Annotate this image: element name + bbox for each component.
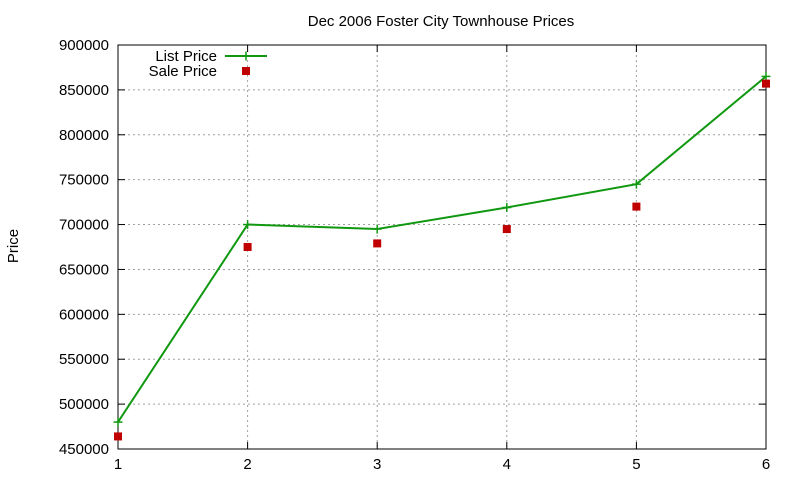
list-price-point bbox=[372, 224, 382, 234]
legend-label-sale-price: Sale Price bbox=[149, 63, 217, 80]
y-tick-label: 800000 bbox=[59, 127, 109, 144]
list-price-line bbox=[117, 75, 767, 423]
sale-price-point bbox=[373, 239, 382, 248]
sale-price-point bbox=[114, 432, 122, 441]
list-price-point bbox=[761, 71, 771, 81]
x-tick-label: 1 bbox=[114, 456, 122, 473]
sale-price-series bbox=[114, 79, 770, 441]
x-tick-label: 3 bbox=[373, 456, 381, 473]
y-tick-label: 850000 bbox=[59, 82, 109, 99]
sale-price-point bbox=[502, 225, 511, 234]
list-price-series bbox=[113, 71, 771, 427]
x-tick-label: 6 bbox=[762, 456, 770, 473]
legend-label-list-price: List Price bbox=[155, 48, 217, 65]
grid-layer bbox=[118, 45, 766, 449]
sale-price-point bbox=[632, 202, 641, 211]
x-tick-label: 5 bbox=[632, 456, 640, 473]
legend-marker-list-price bbox=[241, 51, 251, 61]
y-tick-label: 600000 bbox=[59, 306, 109, 323]
list-price-point bbox=[113, 417, 123, 427]
sale-price-point bbox=[762, 79, 770, 88]
x-tick-label: 4 bbox=[503, 456, 511, 473]
y-tick-label: 750000 bbox=[59, 172, 109, 189]
y-tick-label: 450000 bbox=[59, 441, 109, 458]
legend-marker-sale-price bbox=[242, 67, 250, 75]
chart-title: Dec 2006 Foster City Townhouse Prices bbox=[308, 13, 575, 30]
x-tick-label: 2 bbox=[243, 456, 251, 473]
list-price-point bbox=[502, 202, 512, 212]
tick-layer: 450000 500000 550000 600000 650000 700000 7500… bbox=[59, 37, 770, 473]
list-price-point bbox=[631, 179, 641, 189]
y-tick-label: 650000 bbox=[59, 261, 109, 278]
y-tick-label: 700000 bbox=[59, 217, 109, 234]
y-tick-label: 900000 bbox=[59, 37, 109, 54]
y-axis-label: Price bbox=[5, 229, 22, 263]
sale-price-point bbox=[243, 243, 252, 251]
y-tick-label: 550000 bbox=[59, 351, 109, 368]
list-price-point bbox=[243, 220, 253, 230]
plot-frame bbox=[117, 44, 767, 450]
y-tick-label: 500000 bbox=[59, 396, 109, 413]
series-layer bbox=[113, 71, 771, 441]
